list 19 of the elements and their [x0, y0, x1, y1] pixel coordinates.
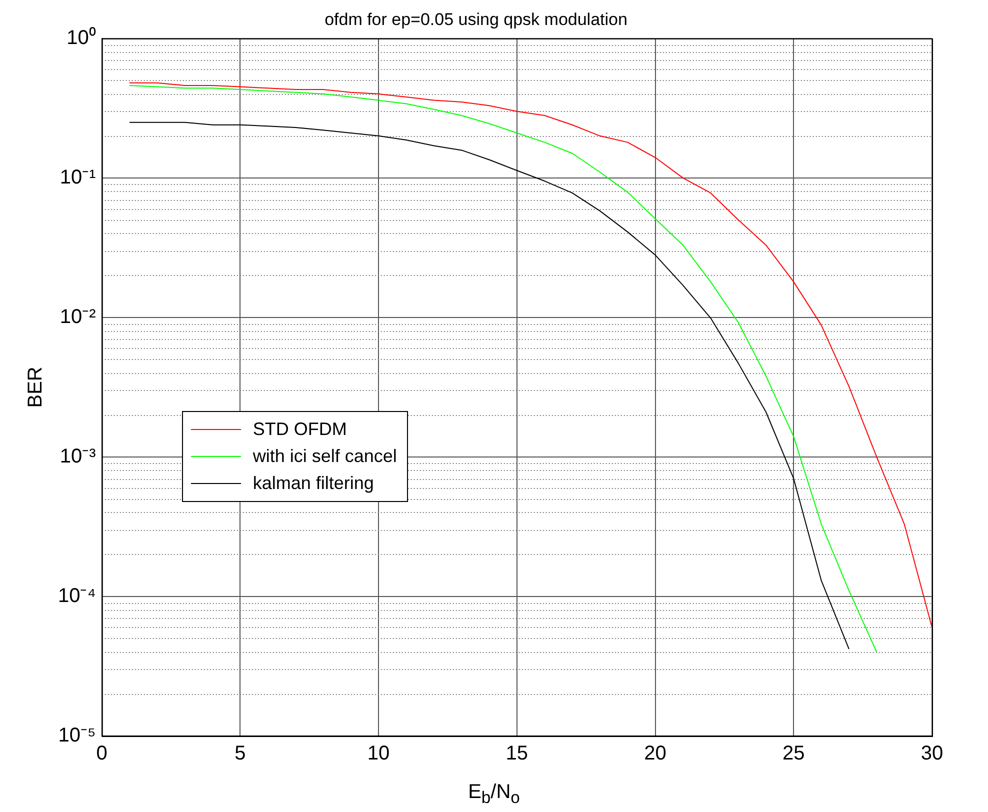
legend-label: with ici self cancel	[252, 446, 397, 468]
x-tick-label: 30	[920, 742, 944, 765]
y-tick-label: 10⁻⁵	[58, 724, 96, 747]
x-tick-label: 20	[644, 742, 666, 765]
x-tick-label: 5	[234, 742, 246, 765]
y-tick-label: 10⁻²	[60, 306, 96, 328]
y-tick-label: 10⁻¹	[60, 166, 96, 188]
x-tick-label: 25	[782, 742, 805, 765]
x-tick-label: 0	[96, 742, 108, 765]
chart-title: ofdm for ep=0.05 using qpsk modulation	[324, 10, 628, 29]
y-axis-title: BER	[24, 366, 47, 408]
x-tick-label: 10	[367, 742, 390, 765]
x-tick-label: 15	[506, 742, 528, 765]
y-tick-label: 10⁰	[66, 26, 96, 49]
x-axis-title: E$_{b}$/N$_{o}$	[467, 781, 521, 808]
y-tick-label: 10⁻³	[60, 445, 96, 468]
legend-label: kalman filtering	[252, 473, 374, 494]
legend-label: STD OFDM	[252, 419, 347, 440]
y-tick-label: 10⁻⁴	[58, 584, 96, 607]
